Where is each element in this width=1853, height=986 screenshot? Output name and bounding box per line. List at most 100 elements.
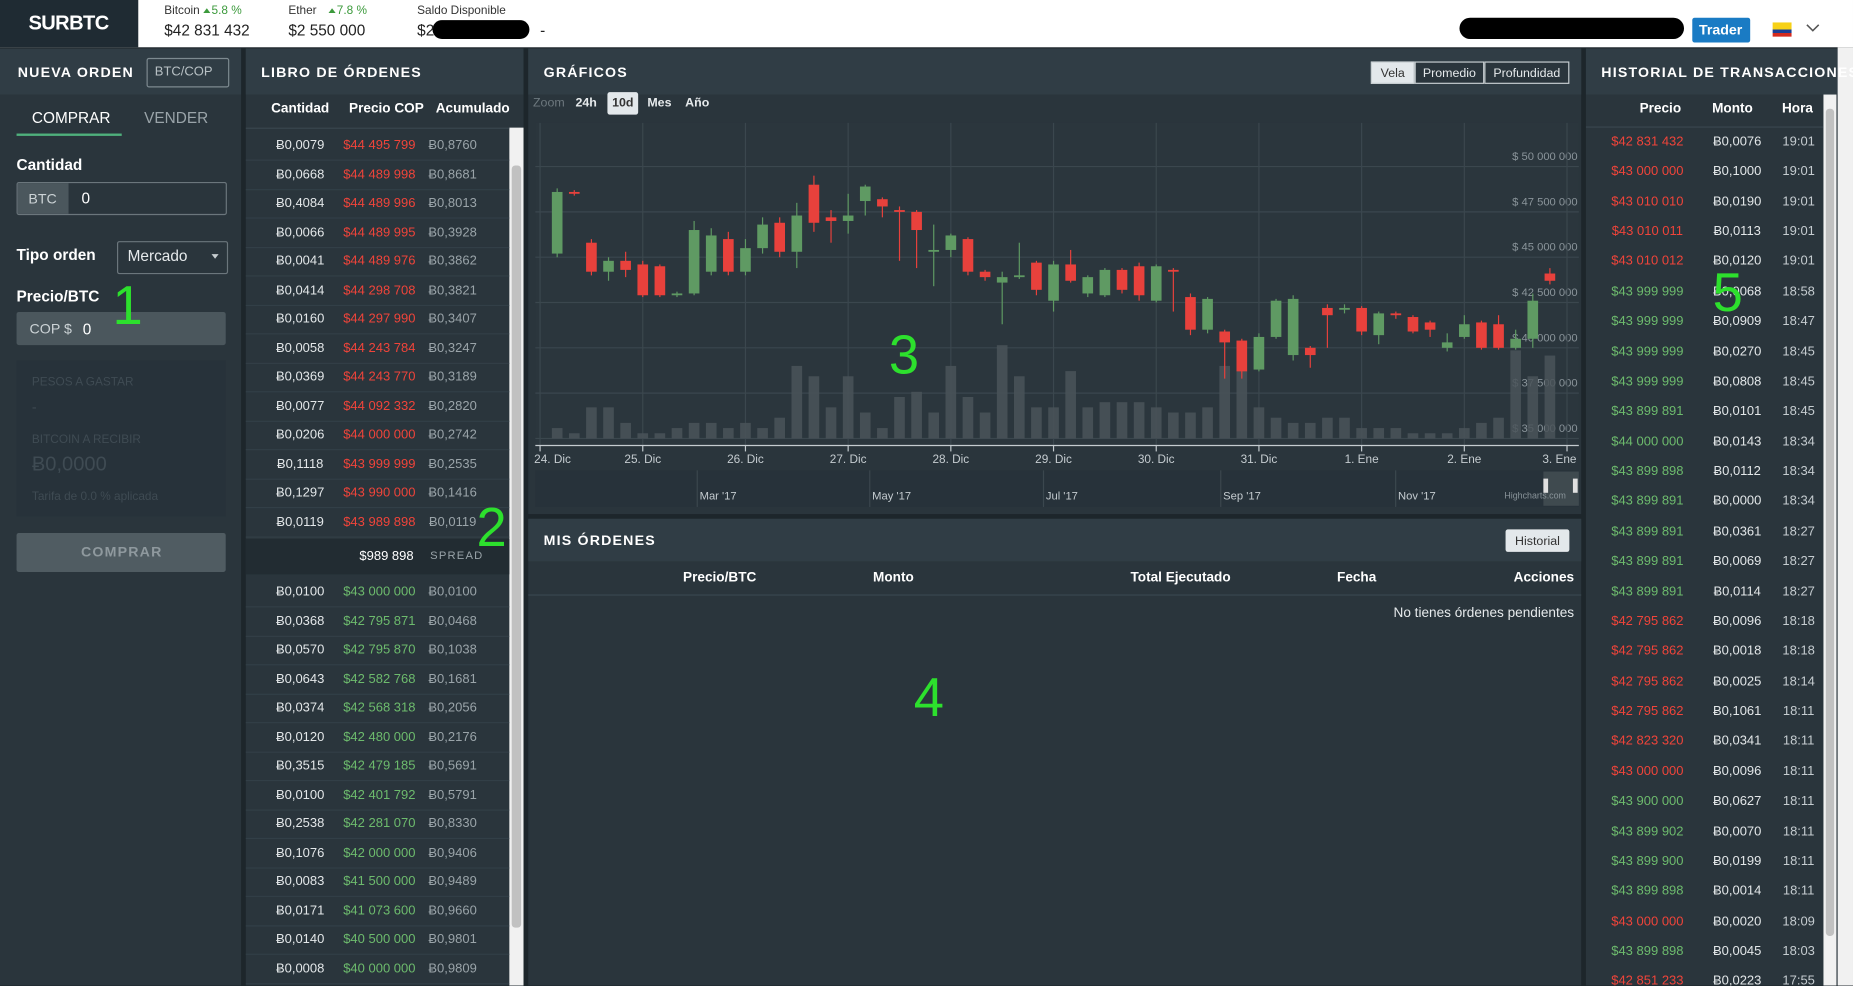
volume-bar [654, 433, 666, 439]
volume-bar [688, 422, 700, 439]
view-button-bg[interactable] [1414, 61, 1485, 84]
volume-bar [723, 428, 734, 439]
view-button-bg[interactable] [1370, 61, 1415, 84]
candle-body [757, 224, 768, 249]
row-rule [245, 606, 510, 608]
trade-price: $43 999 999 [1611, 314, 1684, 329]
volume-bar [1065, 371, 1076, 439]
trader-button[interactable]: Trader [1698, 21, 1743, 38]
book-price: $40 500 000 [343, 932, 416, 947]
submit-bg[interactable] [16, 532, 226, 572]
logo-box[interactable] [0, 0, 139, 48]
ticker-change: 5.8 % [211, 4, 242, 18]
book-scrollbar[interactable] [509, 127, 524, 986]
balance-extra: - [540, 21, 546, 39]
trade-amount: Ƀ0,0808 [1712, 374, 1762, 389]
book-quantity: Ƀ0,0100 [275, 787, 325, 802]
view-button-bg[interactable] [1484, 61, 1570, 84]
trade-price: $43 899 900 [1611, 854, 1684, 869]
view-button[interactable]: Vela [1380, 65, 1405, 80]
trade-amount: Ƀ0,0190 [1712, 194, 1762, 209]
summary-text: - [31, 398, 37, 415]
book-quantity: Ƀ0,0058 [275, 340, 325, 356]
candle-body [1459, 324, 1470, 337]
x-tick-label: 24. Dic [534, 452, 571, 466]
trade-time: 18:11 [1782, 704, 1815, 719]
view-button[interactable]: Profundidad [1493, 65, 1561, 80]
zoom-option[interactable]: Mes [647, 95, 672, 110]
trade-price: $43 900 000 [1611, 794, 1684, 809]
history-button[interactable]: Historial [1515, 534, 1560, 549]
flag[interactable] [1772, 22, 1792, 37]
row-rule [245, 779, 510, 782]
volume-bar [1424, 433, 1436, 439]
up-arrow [203, 8, 211, 13]
x-tick-label: 31. Dic [1241, 452, 1278, 466]
candle-body [791, 215, 803, 252]
tab[interactable]: VENDER [144, 108, 209, 127]
chevron[interactable] [1806, 22, 1820, 34]
trade-amount: Ƀ0,0000 [1712, 494, 1762, 509]
book-price: $44 297 990 [343, 311, 416, 327]
volume-bar [1544, 355, 1556, 439]
navigator-label: Mar '17 [700, 490, 737, 502]
candle-body [1373, 313, 1385, 336]
trade-amount: Ƀ0,0076 [1712, 134, 1762, 149]
volume-bar [620, 422, 631, 439]
trade-price: $43 999 999 [1611, 284, 1684, 299]
x-tick-label: 25. Dic [624, 452, 661, 466]
volume-bar [671, 428, 683, 439]
book-quantity: Ƀ0,2538 [275, 816, 325, 831]
book-quantity: Ƀ0,0119 [276, 514, 324, 529]
row-rule [245, 449, 510, 451]
summary-text: PESOS A GASTAR [31, 375, 134, 389]
history-button-bg[interactable] [1505, 529, 1570, 552]
volume-bar [1287, 422, 1299, 439]
trade-time: 19:01 [1782, 194, 1815, 209]
input-value: 0 [82, 320, 92, 338]
trader-button-bg[interactable] [1692, 17, 1751, 43]
tab[interactable]: COMPRAR [31, 108, 111, 127]
select-box[interactable] [146, 57, 230, 88]
book-panel [245, 48, 524, 986]
x-tick-label: 26. Dic [727, 452, 764, 466]
volume-bar [1441, 433, 1453, 439]
zoom-option[interactable]: 24h [575, 95, 597, 110]
trade-amount: Ƀ0,0113 [1713, 224, 1761, 239]
spread-label: SPREAD [430, 549, 484, 563]
trade-time: 18:45 [1782, 404, 1815, 419]
submit-button[interactable]: COMPRAR [80, 543, 163, 561]
row-rule [245, 895, 510, 897]
zoom-label: Zoom [532, 95, 565, 110]
candlestick-chart: $ 35 000 000$ 37 500 000$ 40 000 000$ 42… [534, 122, 1579, 507]
select-box[interactable] [116, 241, 229, 275]
book-accumulated: Ƀ0,0468 [428, 613, 477, 629]
view-button[interactable]: Promedio [1422, 65, 1476, 80]
book-header [245, 48, 524, 95]
column-header: Acciones [1513, 570, 1575, 585]
candle-body [842, 215, 854, 221]
trade-time: 18:34 [1782, 494, 1815, 509]
order-type-select[interactable]: Mercado [127, 246, 188, 265]
book-quantity: Ƀ0,1076 [275, 845, 325, 860]
market-select[interactable]: BTC/COP [154, 64, 213, 80]
trade-price: $42 831 432 [1611, 134, 1684, 149]
y-tick-label: $ 50 000 000 [1512, 151, 1578, 163]
candle-body [1236, 340, 1248, 372]
trade-time: 18:27 [1782, 554, 1815, 569]
input-value[interactable]: 0 [81, 189, 91, 207]
candle-body [911, 211, 922, 231]
x-tick-label: 1. Ene [1345, 452, 1380, 466]
volume-bar [1270, 417, 1282, 439]
zoom-option[interactable]: 10d [612, 95, 634, 110]
logo[interactable]: SURBTC [28, 11, 109, 35]
trade-price: $43 999 999 [1611, 374, 1684, 389]
trade-amount: Ƀ0,0070 [1712, 824, 1762, 839]
trade-time: 18:11 [1782, 884, 1815, 899]
page-scrollbar[interactable] [1837, 47, 1853, 986]
y-tick-label: $ 40 000 000 [1512, 332, 1578, 344]
zoom-option[interactable]: Año [685, 95, 710, 110]
candle-body [1322, 307, 1333, 316]
history-scrollbar[interactable] [1823, 94, 1837, 986]
